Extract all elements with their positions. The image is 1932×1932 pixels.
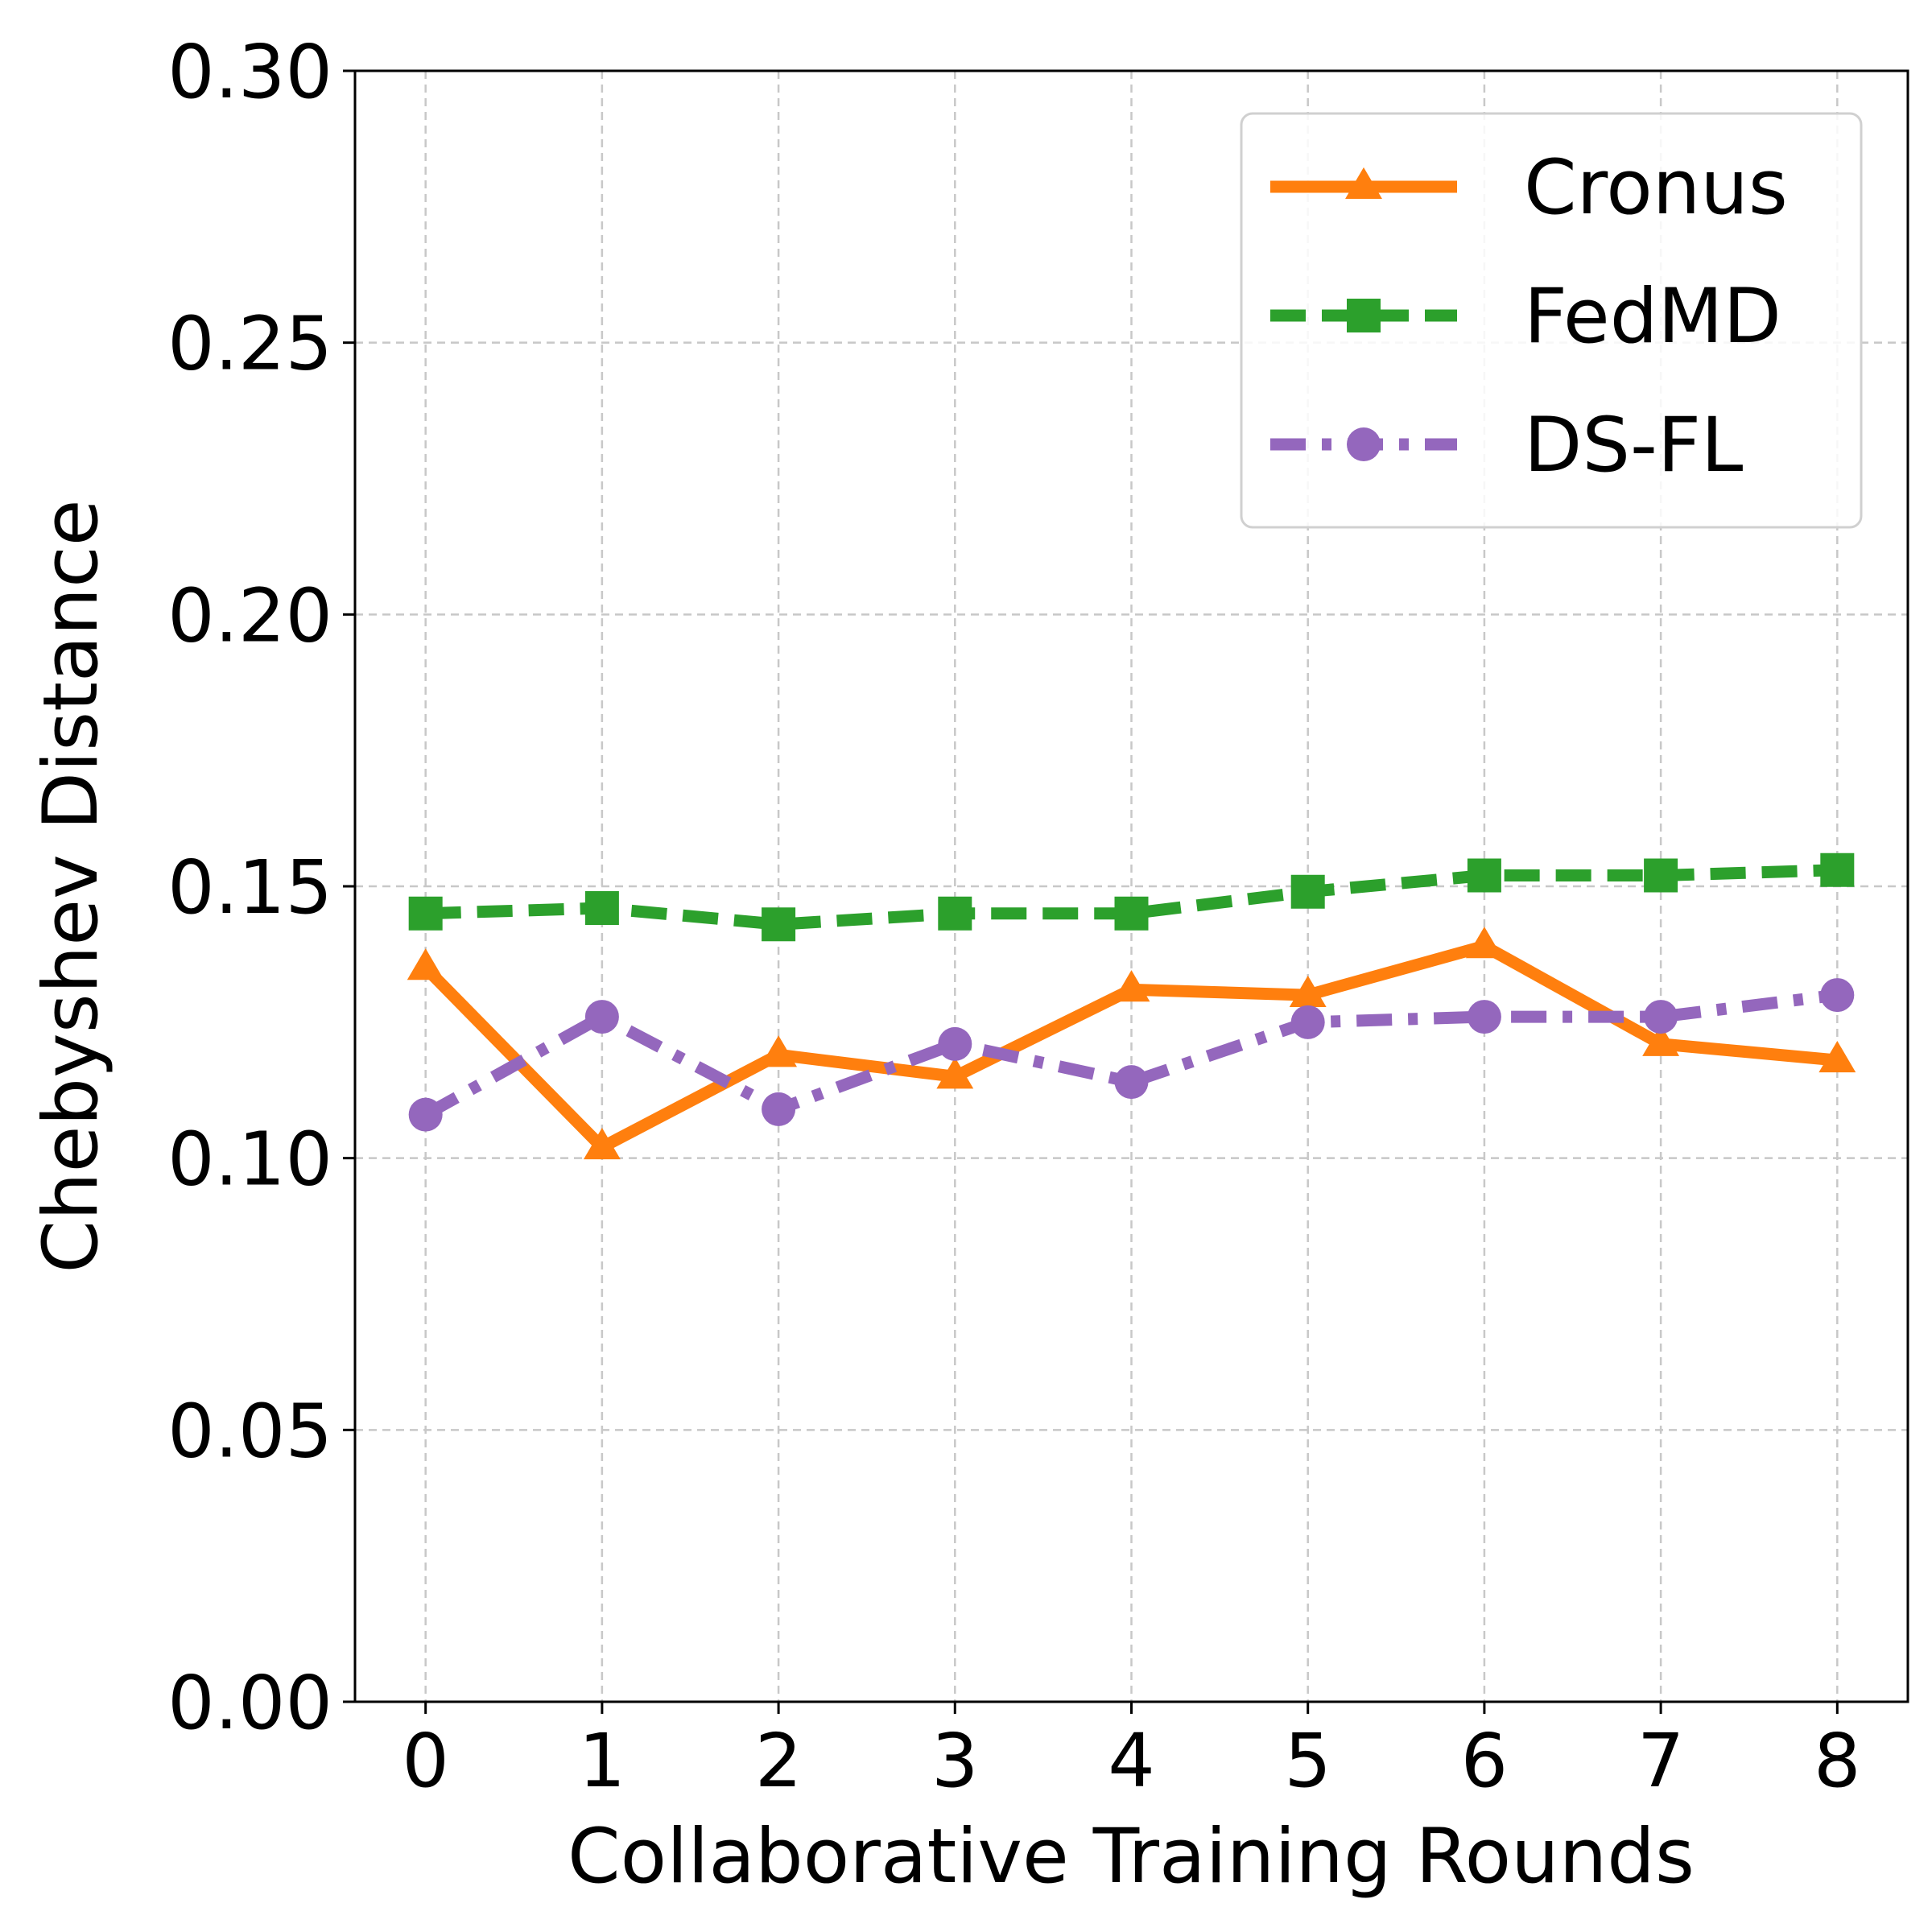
series-ds-fl — [408, 978, 1855, 1132]
data-point — [1465, 927, 1503, 959]
legend-item: FedMD — [1270, 273, 1781, 361]
data-point — [407, 948, 444, 980]
x-tick-label: 1 — [579, 1718, 626, 1804]
x-tick-label: 5 — [1284, 1718, 1331, 1804]
legend-marker — [1347, 427, 1381, 461]
x-axis-label: Collaborative Training Rounds — [568, 1813, 1695, 1901]
data-point — [1818, 1040, 1856, 1073]
legend-label: Cronus — [1524, 144, 1788, 232]
y-axis-label: Chebyshev Distance — [27, 499, 115, 1273]
x-tick-label: 6 — [1461, 1718, 1509, 1804]
data-point — [1644, 1000, 1678, 1034]
y-tick-label: 0.15 — [167, 844, 332, 931]
series-fedmd — [408, 852, 1855, 942]
series-line — [423, 989, 1839, 1121]
data-point — [1467, 858, 1501, 893]
legend-marker — [1345, 167, 1382, 199]
y-tick-label: 0.10 — [167, 1117, 332, 1203]
y-tick-label: 0.25 — [167, 301, 332, 387]
x-tick-label: 3 — [931, 1718, 979, 1804]
data-point — [762, 907, 796, 942]
data-point — [584, 891, 619, 926]
legend-label: DS-FL — [1524, 402, 1743, 489]
data-point — [408, 896, 443, 931]
y-tick-label: 0.30 — [167, 29, 332, 115]
x-tick-label: 0 — [402, 1718, 449, 1804]
data-point — [1290, 1005, 1325, 1039]
data-point — [938, 896, 972, 931]
legend-item: Cronus — [1270, 144, 1788, 232]
x-tick-label: 2 — [755, 1718, 803, 1804]
data-point — [1820, 852, 1855, 887]
data-point — [1114, 896, 1149, 931]
x-tick-label: 7 — [1637, 1718, 1685, 1804]
data-point — [1644, 858, 1678, 893]
data-point — [1289, 975, 1327, 1008]
y-tick-label: 0.05 — [167, 1388, 332, 1474]
data-point — [1290, 874, 1325, 909]
data-point — [1113, 970, 1150, 1002]
data-point — [1642, 1024, 1680, 1056]
legend: Cronus FedMD DS-FL — [1240, 112, 1863, 529]
data-point — [1114, 1065, 1149, 1100]
data-point — [936, 1057, 974, 1089]
data-point — [583, 1128, 621, 1160]
data-point — [408, 1097, 443, 1132]
data-point — [1467, 1000, 1501, 1034]
legend-box — [1240, 112, 1863, 529]
axis-ticks: 0 1 2 3 4 5 6 7 8 0.00 0.05 0.10 0.15 0.20 0.25 0.30 — [167, 29, 1860, 1804]
legend-marker — [1347, 299, 1381, 332]
data-point — [1820, 978, 1855, 1013]
legend-label: FedMD — [1524, 273, 1781, 361]
data-point — [584, 1000, 619, 1034]
series-line — [425, 864, 1838, 931]
y-tick-label: 0.00 — [167, 1660, 332, 1746]
y-tick-label: 0.20 — [167, 572, 332, 658]
data-point — [760, 1035, 798, 1067]
data-point — [762, 1092, 796, 1126]
x-tick-label: 4 — [1108, 1718, 1155, 1804]
series-layer — [407, 852, 1856, 1160]
data-point — [938, 1026, 972, 1061]
legend-item: DS-FL — [1270, 402, 1743, 489]
x-tick-label: 8 — [1814, 1718, 1861, 1804]
